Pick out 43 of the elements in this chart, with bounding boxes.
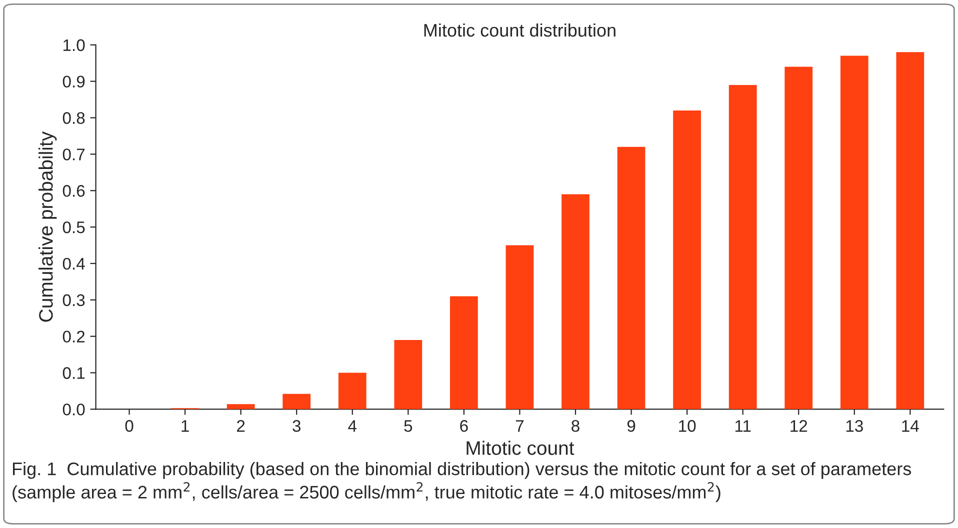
bar [338, 372, 366, 410]
bar [394, 340, 422, 410]
x-tick-label: 0 [125, 420, 134, 432]
x-tick-label: 9 [627, 420, 636, 432]
x-tick-label: 3 [292, 420, 301, 432]
y-tick-label: 0.2 [62, 330, 85, 343]
caption: Fig. 1 Cumulative probability (based on the binomial distribution) versus the mitotic count for a set of parameters (sample area = 2 mm$^{2}$, cells/area = 2500 cells/mm$^{2}$, true mitotic rate = 4.0 mitoses/mm$^{2}$) [12, 462, 912, 502]
y-tick-label: 0.7 [62, 148, 85, 160]
bar [896, 52, 924, 410]
y-tick-label: 0.8 [62, 112, 85, 124]
bar [450, 296, 478, 410]
bar [840, 56, 868, 410]
y-tick-label: 1.0 [63, 39, 85, 52]
y-tick-label: 0.5 [62, 221, 85, 234]
x-tick-label: 1 [182, 420, 189, 432]
bar [226, 404, 255, 410]
bar [784, 66, 813, 410]
x-tick-label: 8 [572, 420, 580, 432]
y-tick-label: 0.9 [62, 76, 85, 88]
x-tick-label: 13 [846, 420, 863, 432]
x-tick-label: 6 [460, 420, 468, 432]
bar [673, 110, 701, 410]
y-tick-label: 0.1 [62, 367, 85, 379]
x-tick-label: 12 [790, 420, 808, 432]
x-axis-title: Mitotic count [466, 440, 574, 455]
x-tick-label: 14 [902, 420, 919, 432]
bar [506, 245, 534, 410]
y-tick-label: 0.6 [62, 185, 85, 197]
bar [728, 84, 757, 410]
x-tick-label: 5 [404, 420, 412, 432]
bar [282, 394, 311, 410]
x-tick-label: 11 [735, 420, 751, 432]
y-tick-label: 0.0 [62, 404, 85, 416]
x-tick-label: 2 [237, 420, 245, 432]
bar [562, 194, 590, 410]
y-tick-label: 0.3 [62, 294, 85, 306]
x-tick-label: 4 [348, 420, 357, 432]
y-axis-title: Cumulative probability [38, 131, 57, 322]
x-tick-label: 7 [516, 420, 524, 432]
chart-title: Mitotic count distribution [424, 23, 616, 37]
y-tick-label: 0.4 [62, 258, 85, 270]
bar [617, 146, 646, 410]
x-tick-label: 10 [679, 420, 696, 432]
